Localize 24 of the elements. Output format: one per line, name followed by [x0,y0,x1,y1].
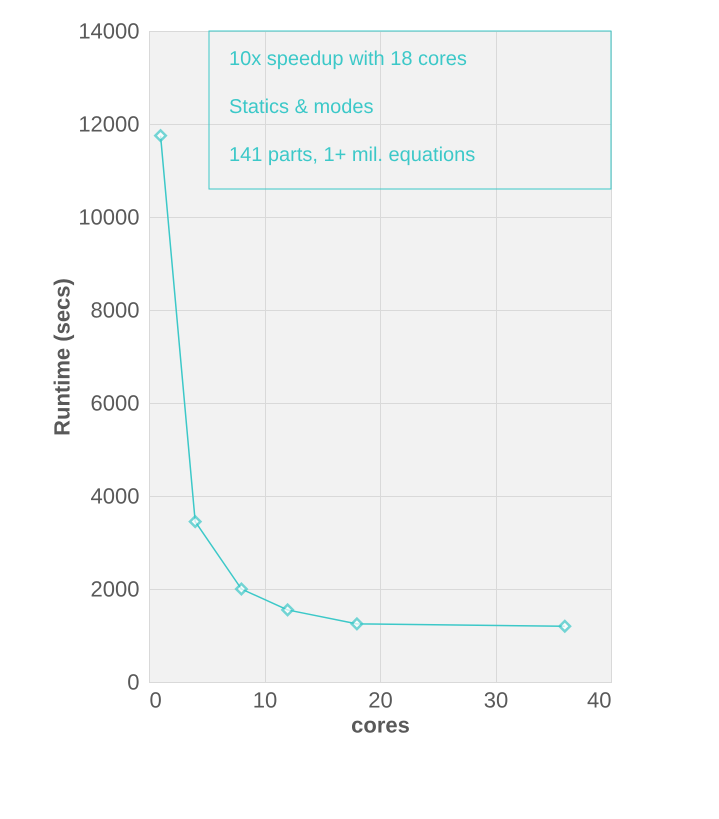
x-axis-title: cores [351,712,410,738]
point [234,582,248,596]
x-tick-label: 10 [252,688,278,712]
point [188,515,202,528]
y-axis-title: Runtime (secs) [49,278,74,436]
point [281,603,294,616]
y-tick-label: 2000 [90,576,140,602]
y-tick-label: 8000 [90,298,140,322]
x-tick-label: 0 [150,688,162,712]
x-tick-label: 20 [368,688,393,712]
point [154,129,168,142]
y-tick-label: 12000 [78,112,140,136]
y-tick-label: 14000 [78,18,140,44]
y-tick-label: 6000 [90,390,140,416]
x-tick-label: 30 [484,688,508,712]
annotation: Statics & modes [229,96,374,118]
y-tick-label: 4000 [90,484,140,508]
annotation: 141 parts, 1+ mil. equations [229,144,476,166]
point [558,620,572,633]
point [350,617,364,630]
annotation: 10x speedup with 18 cores [229,48,467,70]
x-tick-label: 40 [587,688,612,712]
y-tick-label: 0 [127,670,140,694]
y-tick-label: 10000 [78,204,140,230]
